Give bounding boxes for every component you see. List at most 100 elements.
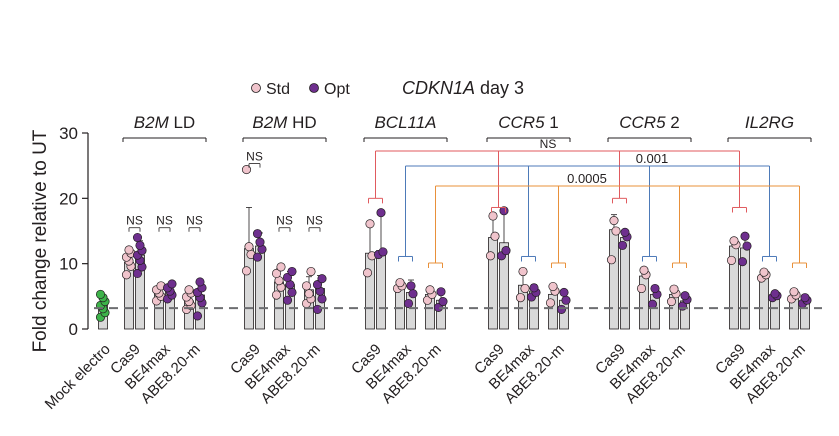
std-point [365,219,375,229]
std-point [729,236,739,246]
opt-point [620,227,630,237]
opt-point [737,257,748,267]
std-point [241,165,252,175]
opt-point [617,240,628,250]
group-label: B2M HD [252,113,316,132]
opt-point [135,240,145,250]
std-point [485,251,496,261]
opt-point [252,252,263,262]
group-suffix: 1 [545,113,559,132]
std-point [666,297,677,307]
std-point [611,226,621,236]
comparison-label: NS [540,137,557,151]
opt-point [167,279,177,289]
std-point [301,281,312,291]
std-point [490,231,500,241]
opt-point [742,241,752,251]
chart-title: CDKN1A day 3 [402,78,524,98]
opt-point [287,266,297,277]
opt-point [403,298,414,309]
std-point [304,289,314,299]
opt-point [252,229,263,239]
std-point [244,242,254,252]
std-bar [244,248,254,330]
std-point [669,284,679,294]
opt-point [282,295,293,305]
opt-point [529,283,539,293]
y-tick-label: 0 [69,320,78,339]
group-gene: BCL11A [374,113,436,132]
group-gene: CCR5 [498,113,545,132]
std-point [184,285,194,295]
opt-point [195,277,205,287]
group-label: CCR5 1 [498,113,558,132]
opt-bar [376,250,386,330]
std-point [515,293,526,303]
opt-point [376,208,386,218]
opt-point [312,304,323,314]
std-point [276,262,286,272]
std-point [726,255,737,265]
opt-point [650,283,660,294]
std-point [488,211,498,221]
opt-point [740,231,750,241]
std-bar [759,274,769,330]
legend-opt-label: Opt [324,81,350,98]
y-tick-label: 10 [59,255,78,274]
opt-bar [620,237,630,330]
opt-point [559,287,569,297]
std-point [425,285,435,295]
legend-std-marker [251,83,261,93]
std-point [609,215,619,226]
legend: Std Opt [251,81,350,98]
ns-label: NS [156,214,173,228]
std-point [636,283,647,294]
opt-point [680,291,690,301]
opt-point [408,289,418,299]
std-bar [609,229,619,330]
std-point [395,278,405,288]
std-point [606,255,617,265]
chart-title-suffix: day 3 [475,78,524,98]
opt-point [438,297,448,307]
legend-opt-marker [309,83,319,93]
mock-label: Mock electro [42,341,114,413]
std-point [789,287,799,297]
opt-point [287,287,297,297]
group-gene: IL2RG [745,113,794,132]
std-point [759,267,769,277]
mock-point [95,289,106,299]
y-tick-label: 30 [59,124,78,143]
opt-point [800,293,810,303]
group-label: CCR5 2 [619,113,679,132]
comparison-label: 0.0005 [567,171,607,186]
opt-point [132,268,143,279]
std-point [121,270,132,280]
opt-point [556,304,567,314]
y-tick-label: 20 [59,189,78,208]
opt-point [406,281,416,291]
opt-point [317,294,327,304]
group-gene: CCR5 [619,113,666,132]
ns-label: NS [186,214,203,228]
group-gene: B2M [134,113,170,132]
legend-std-label: Std [266,81,290,98]
opt-point [770,289,780,299]
opt-point [499,206,509,216]
opt-point [255,237,265,247]
group-label: IL2RG [745,113,794,132]
ns-label: NS [276,214,293,228]
group-suffix: HD [287,113,316,132]
std-bar [365,252,375,330]
y-axis-label: Fold change relative to UT [30,129,51,352]
std-point [548,281,558,292]
ns-label: NS [246,150,263,164]
opt-point [132,232,143,243]
opt-point [317,274,327,284]
group-label: BCL11A [374,113,436,132]
opt-bar [650,293,660,330]
opt-point [192,311,203,321]
ns-label: NS [126,214,143,228]
